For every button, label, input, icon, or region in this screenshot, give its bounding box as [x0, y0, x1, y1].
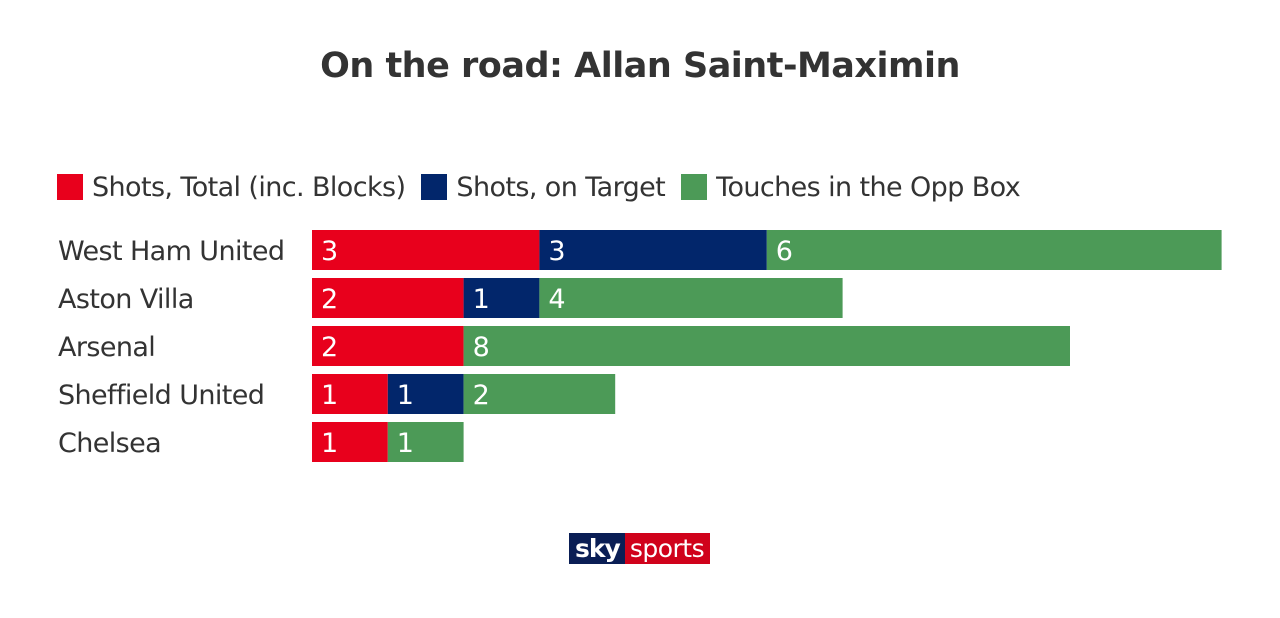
bar-aston-villa-series-0	[312, 278, 464, 318]
bar-west-ham-united-series-1	[539, 230, 767, 270]
bar-arsenal-series-0	[312, 326, 464, 366]
legend-item-touches-opp-box: Touches in the Opp Box	[681, 171, 1021, 203]
data-label-chelsea-series-0: 1	[321, 428, 338, 459]
legend-item-shots-on-target: Shots, on Target	[421, 171, 666, 203]
data-label-arsenal-series-2: 8	[473, 332, 490, 363]
legend-label-shots-on-target: Shots, on Target	[456, 171, 666, 203]
data-label-west-ham-united-series-1: 3	[548, 236, 565, 267]
legend-swatch-touches-opp-box	[681, 174, 708, 200]
data-label-sheffield-united-series-2: 2	[473, 380, 490, 411]
legend-swatch-shots-on-target	[421, 174, 448, 200]
chart-title: On the road: Allan Saint-Maximin	[320, 46, 960, 86]
sky-sports-logo: sky sports	[569, 533, 711, 564]
legend-item-shots-total: Shots, Total (inc. Blocks)	[57, 171, 406, 203]
data-label-arsenal-series-0: 2	[321, 332, 338, 363]
data-label-aston-villa-series-1: 1	[473, 284, 490, 315]
legend-label-touches-opp-box: Touches in the Opp Box	[716, 171, 1021, 203]
category-label-aston-villa: Aston Villa	[58, 284, 194, 315]
bar-arsenal-series-2	[463, 326, 1071, 366]
bar-sheffield-united-series-0	[312, 374, 388, 414]
legend-label-shots-total: Shots, Total (inc. Blocks)	[92, 171, 406, 203]
data-label-aston-villa-series-0: 2	[321, 284, 338, 315]
category-label-arsenal: Arsenal	[58, 332, 155, 363]
bar-sheffield-united-series-2	[463, 374, 616, 414]
category-label-chelsea: Chelsea	[58, 428, 161, 459]
bar-west-ham-united-series-0	[312, 230, 540, 270]
legend: Shots, Total (inc. Blocks) Shots, on Tar…	[57, 168, 1036, 206]
category-label-west-ham-united: West Ham United	[58, 236, 284, 267]
data-label-sheffield-united-series-0: 1	[321, 380, 338, 411]
category-label-sheffield-united: Sheffield United	[58, 380, 264, 411]
bar-aston-villa-series-1	[463, 278, 540, 318]
logo-sports-text: sports	[624, 533, 711, 564]
data-label-sheffield-united-series-1: 1	[397, 380, 414, 411]
legend-swatch-shots-total	[57, 174, 83, 200]
bar-aston-villa-series-2	[539, 278, 843, 318]
bar-sheffield-united-series-1	[387, 374, 464, 414]
data-label-aston-villa-series-2: 4	[548, 284, 565, 315]
bar-west-ham-united-series-2	[766, 230, 1222, 270]
logo-sky-text: sky	[569, 533, 625, 564]
data-label-west-ham-united-series-0: 3	[321, 236, 338, 267]
bar-chelsea-series-0	[312, 422, 388, 462]
data-label-west-ham-united-series-2: 6	[776, 236, 793, 267]
data-label-chelsea-series-2: 1	[397, 428, 414, 459]
bar-chelsea-series-2	[387, 422, 464, 462]
